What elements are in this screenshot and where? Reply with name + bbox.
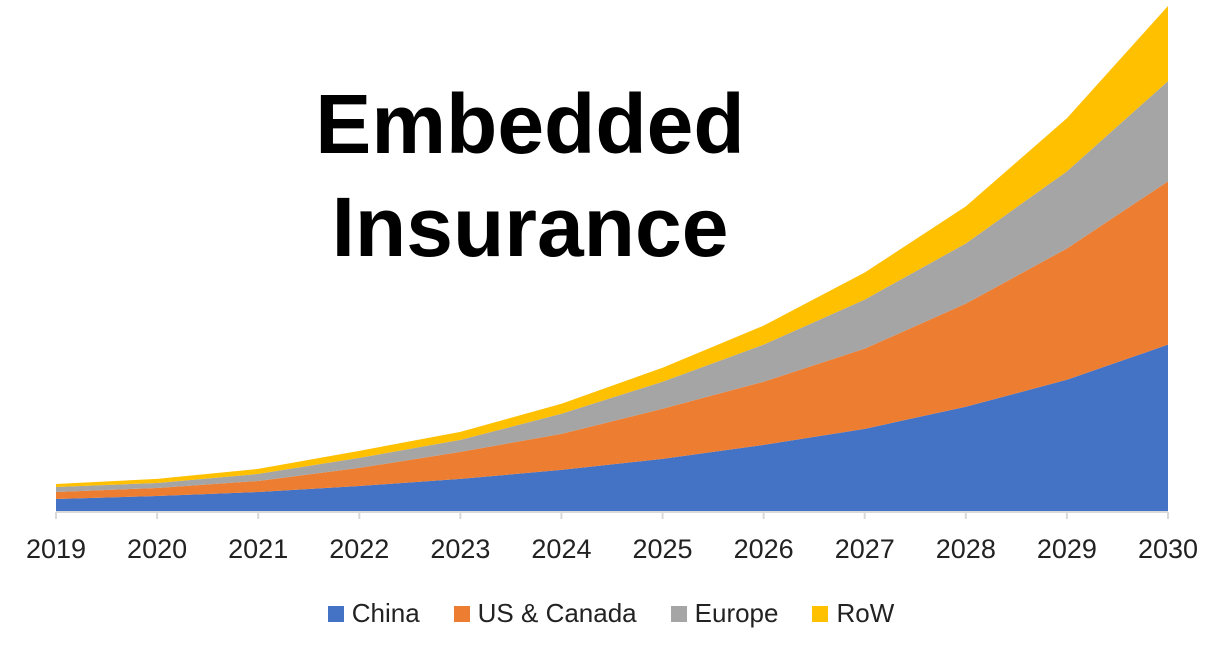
- x-tick-label: 2026: [734, 534, 794, 564]
- legend-swatch: [812, 605, 829, 622]
- area-china: [56, 344, 1168, 511]
- x-tick-label: 2028: [936, 534, 996, 564]
- x-tick-label: 2029: [1037, 534, 1097, 564]
- area-europe: [56, 81, 1168, 492]
- area-us-canada: [56, 181, 1168, 499]
- x-tick-label: 2024: [531, 534, 591, 564]
- x-tick-label: 2019: [26, 534, 86, 564]
- legend-item-europe: Europe: [670, 598, 779, 629]
- legend-swatch: [453, 605, 470, 622]
- area-row: [56, 6, 1168, 487]
- legend-swatch: [670, 605, 687, 622]
- legend-label: Europe: [694, 598, 779, 628]
- x-tick-label: 2025: [633, 534, 693, 564]
- x-tick-label: 2021: [228, 534, 288, 564]
- legend-item-row: RoW: [812, 598, 894, 629]
- legend-item-us-canada: US & Canada: [453, 598, 637, 629]
- legend-label: US & Canada: [477, 598, 637, 628]
- legend-swatch: [327, 605, 344, 622]
- chart-title-line-2: Insurance: [331, 180, 729, 274]
- legend: China US & Canada Europe RoW: [0, 598, 1222, 629]
- legend-item-china: China: [327, 598, 420, 629]
- chart-title-line-1: Embedded: [315, 77, 745, 171]
- legend-label: RoW: [836, 598, 895, 628]
- x-tick-label: 2020: [127, 534, 187, 564]
- x-tick-label: 2022: [329, 534, 389, 564]
- legend-label: China: [351, 598, 420, 628]
- x-tick-label: 2027: [835, 534, 895, 564]
- x-tick-label: 2030: [1138, 534, 1198, 564]
- x-tick-label: 2023: [430, 534, 490, 564]
